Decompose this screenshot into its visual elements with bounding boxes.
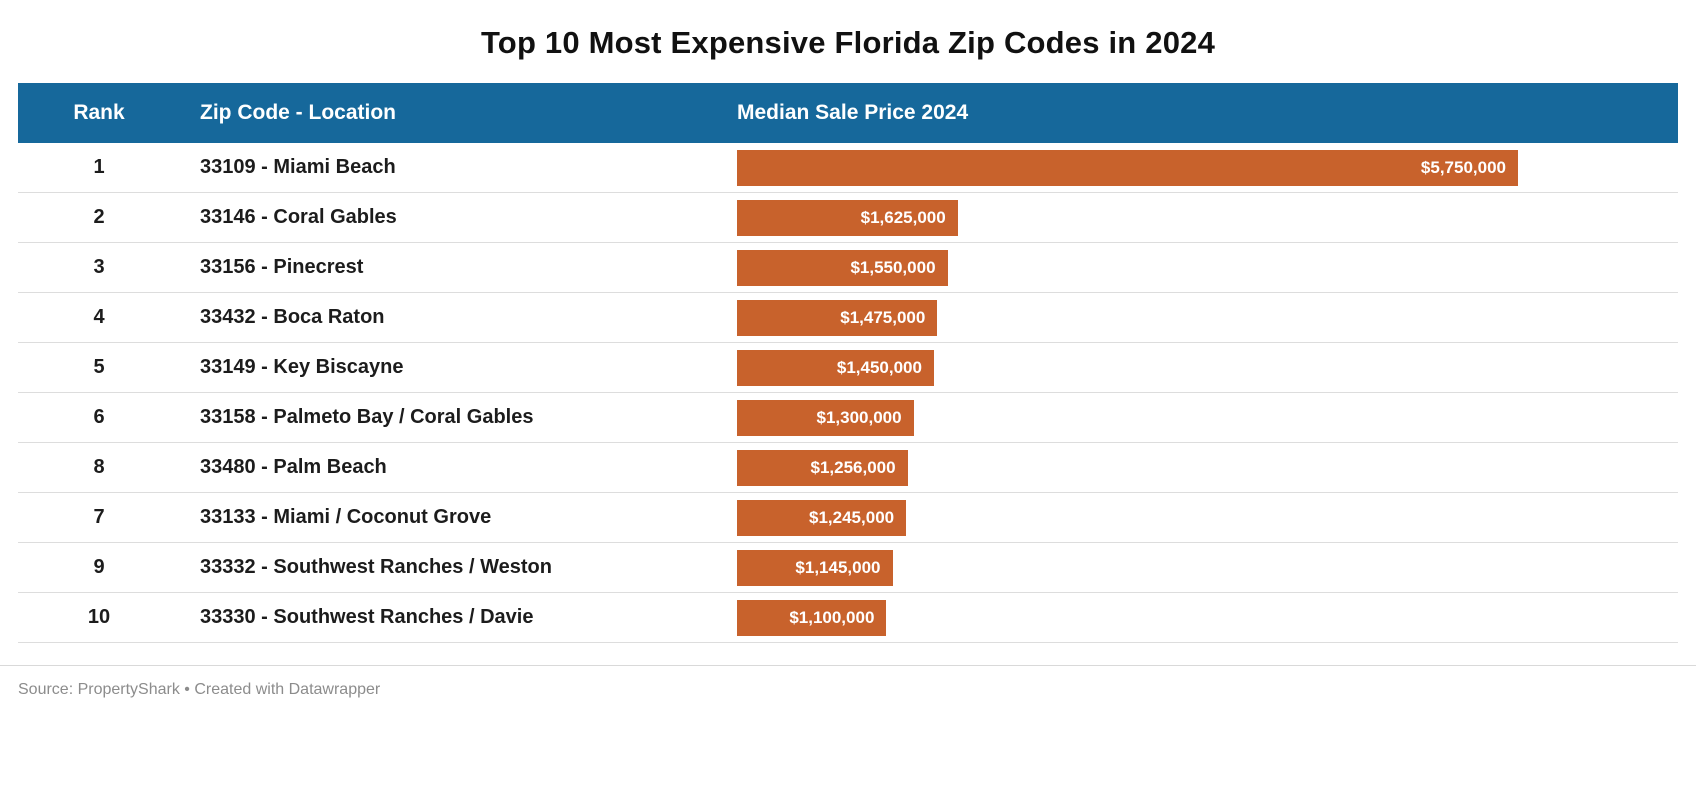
bar-cell: $1,300,000 <box>737 393 1678 442</box>
source-attribution: Source: PropertyShark • Created with Dat… <box>18 681 381 698</box>
rank-cell: 6 <box>93 406 105 428</box>
rank-cell: 2 <box>93 206 105 228</box>
table-row: 5 33149 - Key Biscayne $1,450,000 <box>18 343 1678 393</box>
rank-cell: 10 <box>87 606 111 628</box>
rank-cell: 8 <box>93 456 105 478</box>
price-label: $1,100,000 <box>789 607 875 627</box>
price-label: $1,300,000 <box>816 407 902 427</box>
table-body: 1 33109 - Miami Beach $5,750,000 2 33146… <box>18 143 1678 643</box>
column-header-price: Median Sale Price 2024 <box>737 101 969 124</box>
table-row: 6 33158 - Palmeto Bay / Coral Gables $1,… <box>18 393 1678 443</box>
bar-cell: $1,550,000 <box>737 243 1678 292</box>
location-cell: 33133 - Miami / Coconut Grove <box>200 506 492 528</box>
price-label: $1,256,000 <box>810 457 896 477</box>
location-cell: 33149 - Key Biscayne <box>200 356 404 378</box>
rank-cell: 1 <box>93 156 105 178</box>
price-label: $1,145,000 <box>795 557 881 577</box>
table-header: Rank Zip Code - Location Median Sale Pri… <box>18 83 1678 143</box>
location-cell: 33330 - Southwest Ranches / Davie <box>200 606 534 628</box>
price-label: $1,550,000 <box>850 257 936 277</box>
location-cell: 33432 - Boca Raton <box>200 306 385 328</box>
price-label: $5,750,000 <box>1420 157 1507 177</box>
price-bar: $1,245,000 <box>737 499 907 536</box>
column-header-location: Zip Code - Location <box>200 101 396 124</box>
table-row: 4 33432 - Boca Raton $1,475,000 <box>18 293 1678 343</box>
location-cell: 33332 - Southwest Ranches / Weston <box>200 556 552 578</box>
table-row: 8 33480 - Palm Beach $1,256,000 <box>18 443 1678 493</box>
bar-cell: $1,145,000 <box>737 543 1678 592</box>
price-bar: $5,750,000 <box>737 149 1519 186</box>
chart-container: Top 10 Most Expensive Florida Zip Codes … <box>0 25 1696 698</box>
price-bar: $1,256,000 <box>737 449 908 486</box>
table-row: 2 33146 - Coral Gables $1,625,000 <box>18 193 1678 243</box>
chart-title: Top 10 Most Expensive Florida Zip Codes … <box>480 25 1216 60</box>
rank-cell: 5 <box>93 356 105 378</box>
price-label: $1,625,000 <box>860 207 946 227</box>
price-bar: $1,450,000 <box>737 349 934 386</box>
table-row: 9 33332 - Southwest Ranches / Weston $1,… <box>18 543 1678 593</box>
table-row: 3 33156 - Pinecrest $1,550,000 <box>18 243 1678 293</box>
bar-cell: $1,245,000 <box>737 493 1678 542</box>
price-bar: $1,100,000 <box>737 599 887 636</box>
price-label: $1,475,000 <box>840 307 926 327</box>
price-bar: $1,300,000 <box>737 399 914 436</box>
location-cell: 33158 - Palmeto Bay / Coral Gables <box>200 406 534 428</box>
location-cell: 33480 - Palm Beach <box>200 456 387 478</box>
rank-cell: 3 <box>93 256 105 278</box>
price-bar: $1,625,000 <box>737 199 958 236</box>
rank-cell: 9 <box>93 556 105 578</box>
price-bar: $1,550,000 <box>737 249 948 286</box>
location-cell: 33146 - Coral Gables <box>200 206 397 228</box>
location-cell: 33156 - Pinecrest <box>200 256 364 278</box>
footer-divider <box>0 665 1696 666</box>
rank-cell: 4 <box>93 306 105 328</box>
bar-cell: $5,750,000 <box>737 143 1678 192</box>
bar-cell: $1,625,000 <box>737 193 1678 242</box>
bar-cell: $1,475,000 <box>737 293 1678 342</box>
bar-cell: $1,100,000 <box>737 593 1678 642</box>
price-bar: $1,145,000 <box>737 549 893 586</box>
column-header-rank: Rank <box>73 101 125 124</box>
bar-cell: $1,450,000 <box>737 343 1678 392</box>
table-row: 7 33133 - Miami / Coconut Grove $1,245,0… <box>18 493 1678 543</box>
location-cell: 33109 - Miami Beach <box>200 156 396 178</box>
table-row: 10 33330 - Southwest Ranches / Davie $1,… <box>18 593 1678 643</box>
table-row: 1 33109 - Miami Beach $5,750,000 <box>18 143 1678 193</box>
price-label: $1,450,000 <box>836 357 922 377</box>
price-label: $1,245,000 <box>809 507 895 527</box>
rank-cell: 7 <box>93 506 105 528</box>
price-bar: $1,475,000 <box>737 299 938 336</box>
bar-cell: $1,256,000 <box>737 443 1678 492</box>
